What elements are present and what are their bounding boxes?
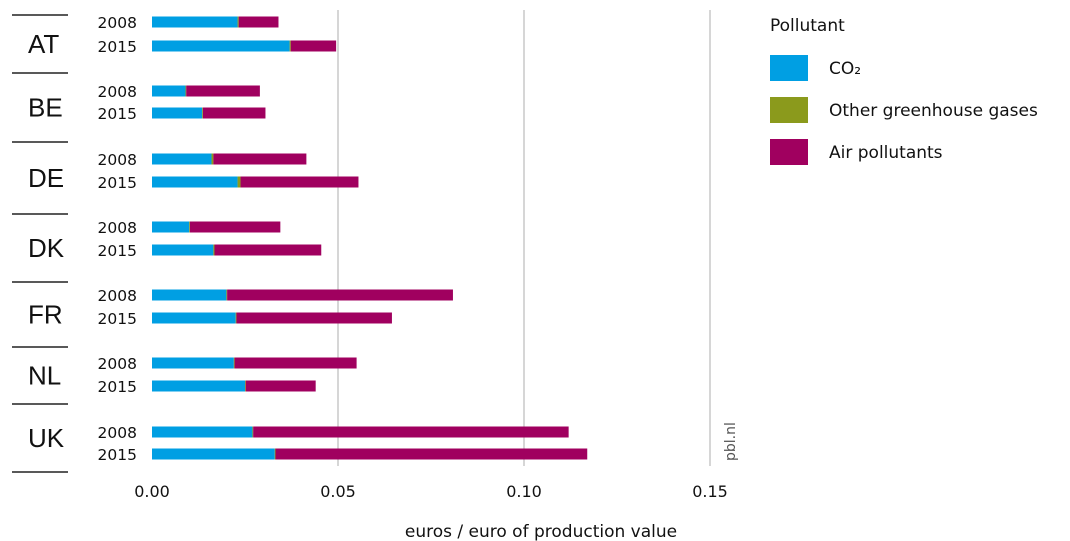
country-groups: AT 2008 2015 BE 2008 2015 DE 2008 2015 DK 2008 2015… [12, 14, 137, 473]
bar-segment [152, 153, 212, 165]
year-label: 2008 [98, 83, 137, 101]
bar-segment [245, 380, 316, 392]
x-tick-label: 0.05 [320, 482, 356, 501]
bar-segment [289, 40, 291, 52]
bar-segment [152, 16, 238, 28]
legend-label: Air pollutants [829, 143, 943, 163]
country-label: FR [28, 300, 63, 330]
year-label: 2008 [98, 219, 137, 237]
bar-segment [152, 357, 234, 369]
bar-segment [152, 107, 203, 119]
bar-segment [152, 244, 214, 256]
year-label: 2008 [98, 355, 137, 373]
bar-segment [152, 85, 186, 97]
bar-segment [238, 16, 279, 28]
country-label: BE [28, 93, 63, 123]
year-label: 2015 [98, 242, 137, 260]
bar-segment [245, 380, 246, 392]
country-label: DK [28, 233, 65, 263]
bar-segment [152, 176, 238, 188]
x-axis-title: euros / euro of production value [405, 522, 677, 541]
year-label: 2015 [98, 310, 137, 328]
bar-segment [202, 107, 266, 119]
bar-segment [211, 153, 214, 165]
x-tick-label: 0.10 [506, 482, 542, 501]
legend-swatch [770, 139, 808, 165]
bar-segment [226, 289, 228, 301]
bar-segment [213, 153, 307, 165]
legend: Pollutant CO₂ Other greenhouse gases Air p… [770, 16, 1038, 165]
legend-label: Other greenhouse gases [829, 101, 1038, 121]
year-label: 2015 [98, 378, 137, 396]
bar-segment [189, 221, 281, 233]
bar-segment [213, 244, 215, 256]
bar-segment [275, 448, 588, 460]
bar-segment [152, 289, 227, 301]
country-label: DE [28, 163, 64, 193]
bar-segment [235, 312, 237, 324]
bar-segment [233, 357, 235, 369]
bar-segment [237, 16, 239, 28]
bar-segment [214, 244, 322, 256]
country-label: AT [28, 29, 59, 59]
bar-segment [290, 40, 337, 52]
legend-label: CO₂ [829, 59, 861, 79]
year-label: 2008 [98, 287, 137, 305]
x-axis: 0.00 0.05 0.10 0.15 [134, 482, 728, 501]
bar-segment [152, 40, 290, 52]
bar-segment [186, 85, 260, 97]
x-tick-label: 0.00 [134, 482, 170, 501]
year-label: 2008 [98, 14, 137, 32]
legend-title: Pollutant [770, 16, 845, 36]
year-label: 2015 [98, 174, 137, 192]
bar-segment [227, 289, 453, 301]
bars [152, 16, 588, 460]
country-label: NL [28, 361, 61, 391]
bar-segment [152, 448, 275, 460]
bar-segment [152, 221, 190, 233]
bar-segment [202, 107, 203, 119]
bar-segment [152, 426, 253, 438]
bar-segment [252, 426, 254, 438]
year-label: 2008 [98, 151, 137, 169]
bar-segment [237, 176, 241, 188]
country-label: UK [28, 423, 65, 453]
bar-segment [253, 426, 569, 438]
bar-segment [240, 176, 359, 188]
bar-segment [234, 357, 357, 369]
source-label: pbl.nl [723, 422, 739, 461]
x-tick-label: 0.15 [692, 482, 728, 501]
bar-segment [189, 221, 190, 233]
year-label: 2015 [98, 446, 137, 464]
bar-segment [236, 312, 392, 324]
bar-segment [185, 85, 187, 97]
year-label: 2015 [98, 105, 137, 123]
gridlines [337, 10, 711, 466]
bar-segment [152, 312, 236, 324]
legend-swatch [770, 55, 808, 81]
year-label: 2008 [98, 424, 137, 442]
bar-segment [152, 380, 245, 392]
bar-segment [274, 448, 276, 460]
legend-swatch [770, 97, 808, 123]
year-label: 2015 [98, 38, 137, 56]
